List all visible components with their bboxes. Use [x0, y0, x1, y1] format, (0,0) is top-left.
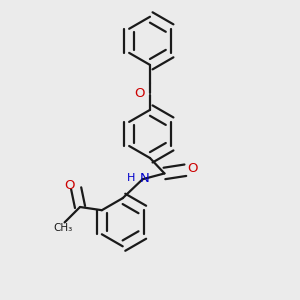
Text: CH₃: CH₃ — [53, 223, 73, 233]
Text: O: O — [187, 162, 198, 175]
Text: N: N — [140, 172, 149, 185]
Text: O: O — [64, 179, 74, 192]
Text: H: H — [127, 173, 136, 183]
Text: O: O — [134, 87, 145, 100]
